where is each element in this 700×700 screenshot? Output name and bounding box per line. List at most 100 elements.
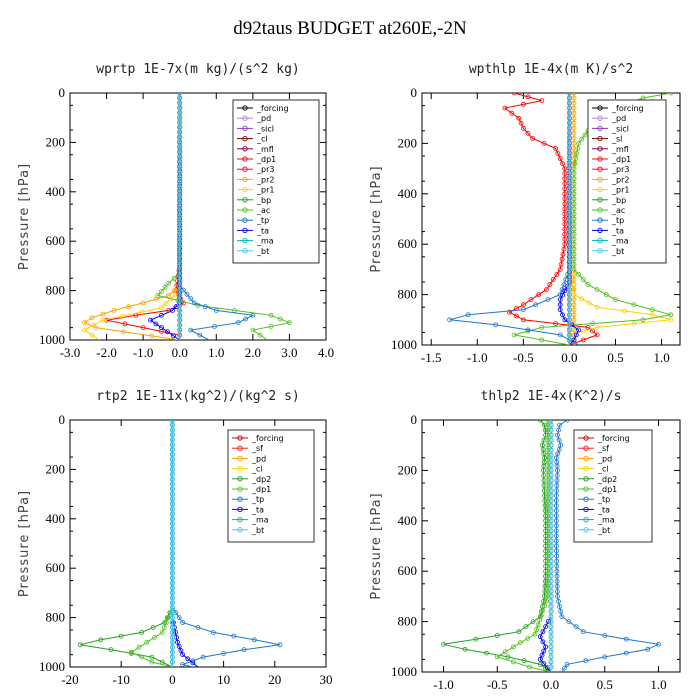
series-point-dp1 [562,196,568,202]
y-tick-label: 1000 [391,664,417,679]
series-point-dp1 [557,156,563,161]
series-point-bt [169,457,175,462]
legend-marker [597,197,603,203]
series-point-ac [571,211,577,217]
series-point-bt [169,585,175,591]
series-point-dp1 [525,94,531,100]
series-point-bt [169,630,175,635]
series-point-ac [579,136,585,142]
x-tick-label: -0.5 [513,350,534,365]
series-point-pr1 [569,282,575,287]
series-point-dp1 [545,513,551,519]
series-point-bt [548,518,554,524]
series-point-bt [548,589,554,594]
series-point-dp1 [545,478,551,483]
series-point-bt [548,594,554,599]
series-point-bt [548,578,554,584]
series-point-dp1 [562,186,568,192]
series-point-bt [169,511,175,517]
legend-marker [242,176,248,183]
series-point-bt [169,551,175,556]
series-point-tp [241,647,247,653]
series-point-bt [169,491,175,497]
legend-marker [237,465,243,472]
series-point-dp2 [98,637,104,643]
series-point-bt [548,467,554,473]
series-point-dp1 [545,538,551,544]
legend-marker [242,125,248,132]
series-point-pr1 [579,296,585,302]
series-point-bt [548,472,554,478]
series-point-ac [511,332,517,338]
series-point-dp2 [542,594,547,599]
series-point-tp [554,563,560,569]
series-point-ta [185,656,191,662]
series-point-bt [548,583,554,589]
series-point-bt [177,174,183,180]
series-point-ta [173,630,178,635]
series-point-bt [169,659,175,665]
series-point-ta [171,333,177,339]
series-point-dp1 [521,125,526,131]
series-point-pr1 [571,292,577,298]
series-point-bt [548,659,554,665]
series-point-bt [177,223,183,229]
x-tick-label: 0.0 [543,677,559,692]
series-point-dp1 [553,321,558,327]
series-point-bt [169,575,175,581]
legend-label: _ma [251,516,269,525]
series-point-bt [177,204,183,210]
series-point-dp2 [542,503,548,509]
series-point-dp2 [542,498,548,504]
series-point-ac [250,327,256,333]
series-point-tp [243,316,248,322]
series-point-tp [602,633,608,638]
x-tick-label: 1.0 [208,345,224,360]
legend-marker [242,146,248,152]
series-point-pr1 [594,324,600,330]
series-point-dp1 [543,598,549,604]
series-point-tp [557,422,562,428]
series-point-ta [541,648,547,654]
series-point-bt [177,283,183,289]
series-point-ac [257,332,263,338]
series-point-bt [567,307,572,313]
legend-label: _bp [611,196,626,205]
series-point-dp1 [545,533,551,539]
series-point-bt [567,216,572,222]
series-point-dp1 [514,313,519,319]
legend-label: _tp [611,216,624,225]
series-point-tp [554,508,559,514]
series-point-pr2 [571,125,577,131]
legend-label: _sf [251,444,263,453]
series-point-tp [202,304,208,310]
series-point-bt [548,457,554,463]
series-point-dp1 [545,528,551,534]
series-point-dp1 [136,644,142,650]
series-point-bt [169,595,175,601]
series-point-pr1 [139,309,145,315]
series-point-dp1 [525,636,531,641]
y-tick-label: 0 [411,412,418,427]
series-point-ta [190,660,196,666]
series-point-dp1 [545,589,551,594]
series-point-ac [571,191,577,197]
series-point-dp2 [542,589,548,594]
legend-marker [583,496,589,502]
series-point-pr2 [571,120,577,126]
legend-marker [242,217,248,223]
series-point-ta [562,317,568,323]
legend-marker [583,506,589,513]
series-point-dp1 [527,664,532,670]
legend-marker [597,105,603,111]
series-point-bt [177,263,183,269]
series-point-bt [169,476,175,482]
series-point-bt [169,481,175,487]
series-point-bt [567,292,572,298]
series-point-ac [571,176,577,182]
series-point-tp [554,568,560,574]
series-point-bt [548,599,554,604]
series-point-dp1 [545,472,551,478]
legend-marker [242,248,248,254]
legend-label: _forcing [256,104,289,113]
